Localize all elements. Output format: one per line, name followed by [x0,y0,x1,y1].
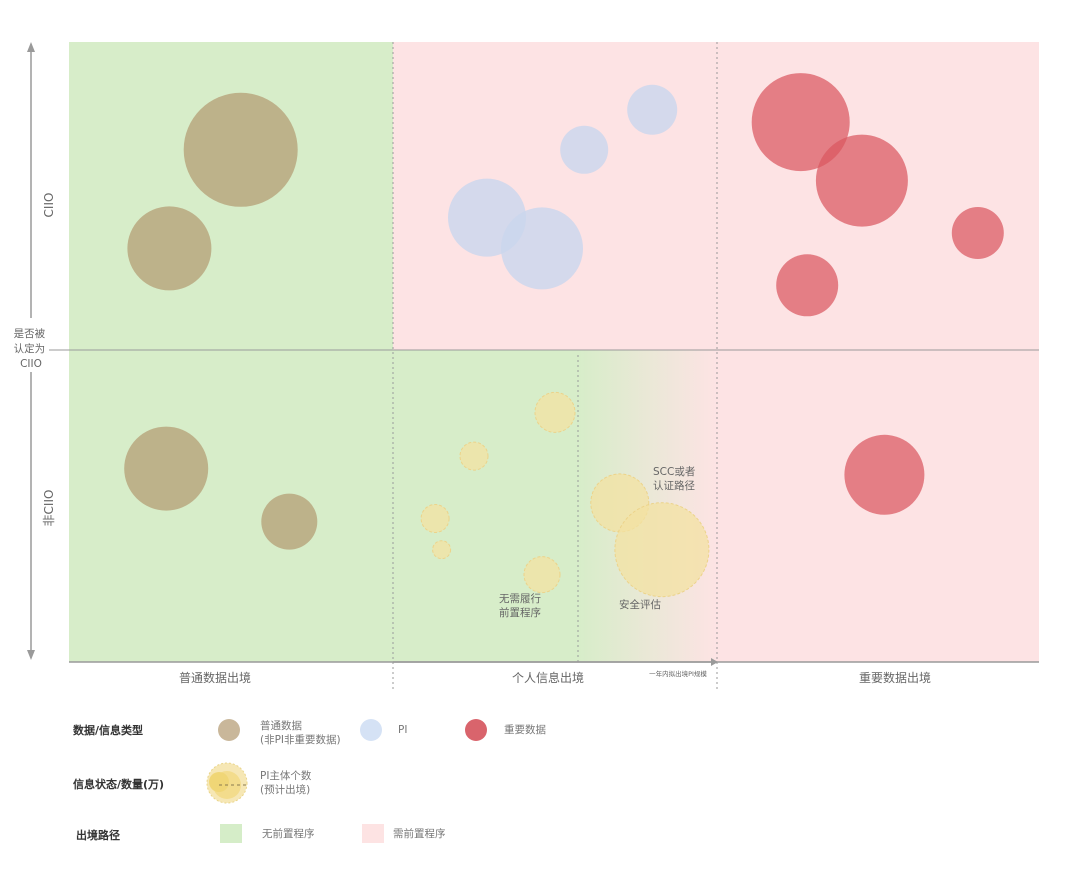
annotation-security-assessment: 安全评估 [619,598,661,611]
legend-swatch-procedure-needed [362,824,384,843]
bubble-s0-1 [127,206,212,291]
annotation-scc: SCC或者 认证路径 [653,466,699,492]
bubble-s2-1 [815,134,908,227]
y-tick-label-ciio: CIIO [42,193,56,218]
legend-swatch-no-procedure [220,824,242,843]
bubbles-layer [124,73,1004,598]
bubble-s3-3 [432,540,452,560]
bg-col1-bottom [69,350,393,662]
bubble-s0-3 [261,493,318,550]
bubble-s3-6 [614,502,710,598]
bubble-s2-2 [951,207,1004,259]
bubble-s2-4 [844,434,925,515]
pi-scale-label: 一年内拟出境PI规模 [649,669,707,678]
y-tick-label-non-ciio: 非CIIO [42,490,56,527]
x-tick-label-pi: 个人信息出境 [512,670,584,685]
bubble-s3-2 [420,504,450,533]
annotation-no-procedure: 无需履行 前置程序 [499,592,544,619]
bubble-s3-1 [459,441,489,471]
bubble-s3-4 [523,556,561,594]
legend-icon-pi [360,719,382,741]
bubble-s1-3 [627,84,678,135]
legend-icon-pi-subject-count [206,762,248,804]
bubble-s0-2 [124,426,209,511]
y-axis-arrowhead-down [27,650,35,660]
bubble-s2-3 [776,254,839,317]
bubble-s0-0 [183,92,298,207]
legend-icon-important-data [465,719,487,741]
bubble-s2-0 [751,73,850,172]
legend-icon-general-data [218,719,240,741]
bubble-s1-2 [560,125,609,174]
x-tick-label-general: 普通数据出境 [179,670,251,685]
bg-col2-top [393,42,717,350]
x-tick-label-important: 重要数据出境 [859,670,931,685]
pi-scale-arrowhead [711,658,718,666]
y-axis-title: 是否被 认定为 CIIO [14,327,49,370]
y-axis-arrowhead-up [27,42,35,52]
bubble-s3-0 [534,391,576,433]
bubble-s1-1 [501,207,583,290]
